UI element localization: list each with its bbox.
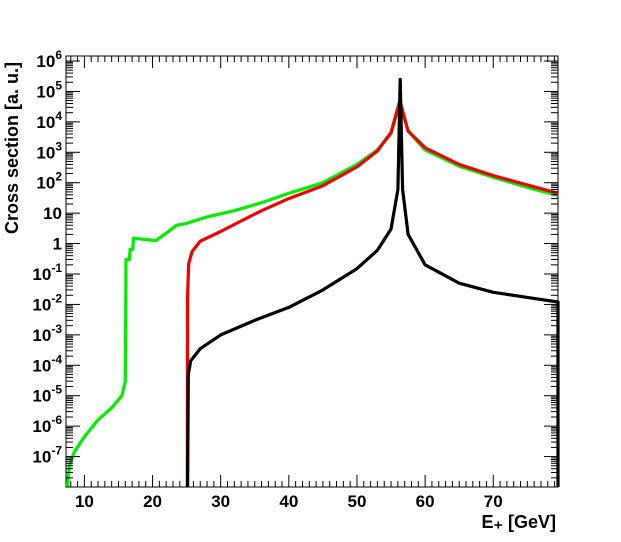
x-tick-label: 30 (211, 492, 230, 511)
y-tick-label: 1 (53, 235, 62, 254)
y-tick-label: 10-3 (32, 322, 62, 345)
y-tick-label: 10 (43, 204, 62, 223)
x-tick-label: 70 (484, 492, 503, 511)
x-tick-label: 10 (75, 492, 94, 511)
plot-frame (65, 55, 559, 488)
y-tick-label: 10-2 (32, 291, 62, 314)
y-tick-label: 10-6 (32, 413, 62, 436)
series-line-3 (186, 77, 560, 488)
y-tick-label: 102 (36, 170, 62, 193)
y-tick-label: 103 (36, 139, 62, 162)
x-tick-label: 50 (348, 492, 367, 511)
y-axis-label: Cross section [a. u.] (2, 62, 22, 234)
x-tick-label: 40 (279, 492, 298, 511)
y-tick-label: 10-7 (32, 444, 62, 467)
series-line-2 (185, 99, 559, 488)
y-tick-label: 10-4 (32, 352, 62, 375)
y-tick-label: 104 (36, 109, 62, 132)
y-tick-label: 106 (36, 48, 62, 71)
y-tick-label: 105 (36, 78, 62, 101)
x-tick-label: 20 (143, 492, 162, 511)
y-tick-label: 10-5 (32, 383, 62, 406)
x-axis-label: E₊ [GeV] (481, 512, 556, 532)
y-tick-label: 10-1 (32, 261, 62, 284)
x-tick-label: 60 (416, 492, 435, 511)
